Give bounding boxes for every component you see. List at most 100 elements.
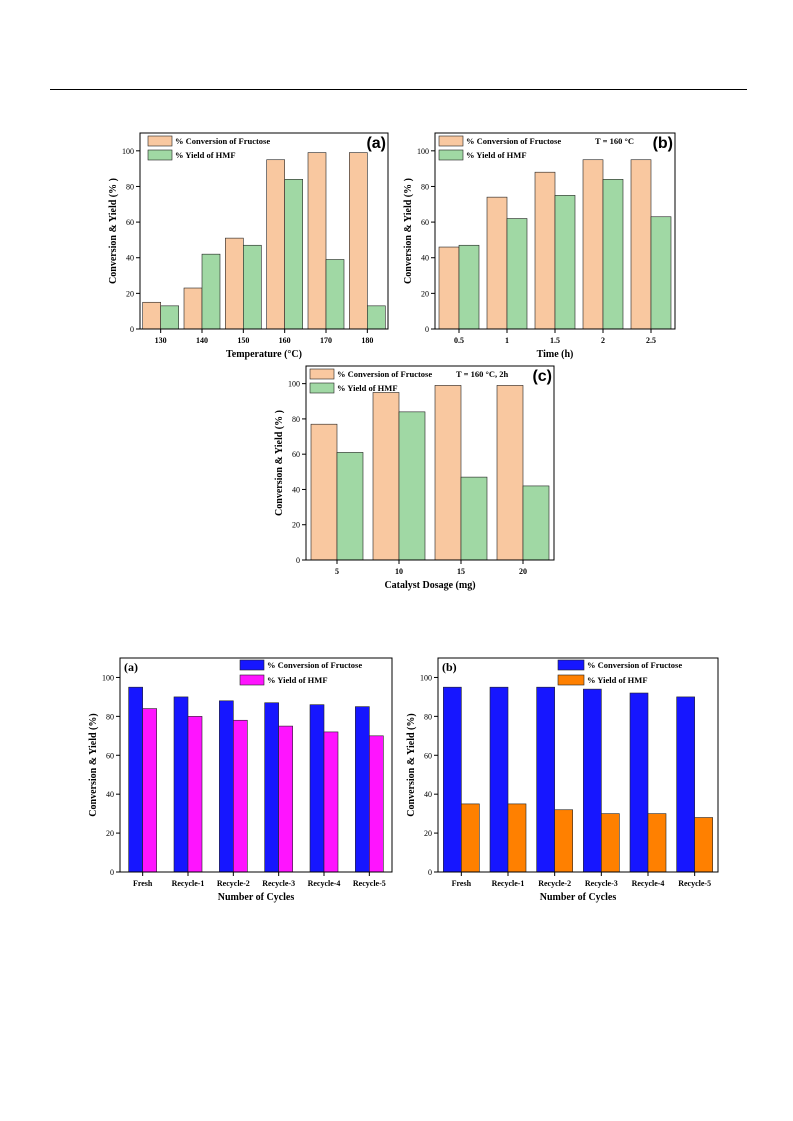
- temperature-category-label: 140: [196, 336, 208, 345]
- temperature-legend-swatch: [147, 149, 173, 161]
- bar-recycle-a-yield-Recycle-5: [369, 735, 384, 873]
- recycle-b-ytick-label: 60: [424, 751, 432, 760]
- dosage-ytick-label: 40: [292, 485, 300, 494]
- bar-recycle-b-yield-Recycle-4: [647, 813, 667, 873]
- bar-temperature-yield-140: [201, 253, 221, 330]
- bar-recycle-a-conversion-Recycle-3: [264, 702, 279, 873]
- time-ytick-label: 20: [421, 289, 429, 298]
- bar-recycle-a-conversion-Fresh: [128, 686, 143, 873]
- temperature-panel-label: (a): [366, 135, 386, 152]
- bar-temperature-conversion-140: [183, 287, 203, 330]
- bar-recycle-a-conversion-Recycle-5: [355, 706, 370, 873]
- recycle-b-legend-label: % Yield of HMF: [587, 675, 648, 685]
- catalyst-dosage-chart: 0 20 40 60 80 100 5 10 15 20 Catalyst Dosage (mg) C…: [274, 365, 555, 591]
- recycle-a-ytick-label: 40: [106, 790, 114, 799]
- dosage-category-label: 15: [457, 567, 465, 576]
- dosage-ytick-label: 80: [292, 415, 300, 424]
- recycle-a-category-label: Recycle-1: [172, 879, 205, 888]
- bar-recycle-a-conversion-Recycle-1: [173, 696, 189, 873]
- bar-temperature-yield-130: [160, 305, 179, 330]
- bar-dosage-conversion-15: [434, 385, 462, 561]
- bar-dosage-conversion-10: [372, 392, 400, 561]
- time-x-axis-title: Time (h): [537, 349, 574, 360]
- bar-recycle-a-conversion-Recycle-2: [219, 700, 234, 873]
- time-category-label: 1: [505, 336, 509, 345]
- temperature-ytick-label: 0: [130, 325, 134, 334]
- bar-time-conversion-2: [582, 159, 604, 330]
- bar-recycle-b-conversion-Recycle-3: [583, 688, 602, 873]
- recycle-b-category-label: Recycle-2: [538, 879, 571, 888]
- dosage-category-label: 5: [335, 567, 339, 576]
- time-chart: 0 20 40 60 80 100 0.5 1 1.5 2 2.5 Time (h) Conversio…: [403, 132, 676, 360]
- bar-recycle-a-yield-Recycle-2: [233, 719, 248, 873]
- bar-time-conversion-1: [486, 196, 508, 330]
- bar-time-yield-2.5: [650, 216, 672, 330]
- time-legend-swatch: [438, 135, 464, 147]
- dosage-legend-swatch: [309, 368, 335, 380]
- bar-recycle-b-yield-Recycle-5: [694, 817, 713, 873]
- bar-time-conversion-1.5: [534, 171, 556, 330]
- recycle-b-ytick-label: 80: [424, 712, 432, 721]
- recycle-a-panel-label: (a): [124, 660, 138, 674]
- recycle-a-chart: 0 20 40 60 80 100 Fresh Recycle-1 Recycle-2 Recyc…: [88, 657, 393, 903]
- bar-temperature-yield-150: [243, 244, 262, 330]
- bar-recycle-a-yield-Fresh: [142, 708, 157, 873]
- time-y-axis-title: Conversion & Yield (% ): [403, 178, 414, 284]
- bar-temperature-conversion-160: [266, 159, 285, 330]
- recycle-a-legend-label: % Conversion of Fructose: [267, 660, 362, 670]
- bar-dosage-yield-20: [522, 485, 550, 561]
- recycle-b-ytick-label: 100: [420, 673, 432, 682]
- bar-time-conversion-2.5: [630, 159, 652, 330]
- dosage-ytick-label: 0: [296, 556, 300, 565]
- recycle-b-category-label: Fresh: [452, 879, 472, 888]
- dosage-ytick-label: 100: [288, 380, 300, 389]
- recycle-b-category-label: Recycle-5: [678, 879, 711, 888]
- bar-recycle-a-yield-Recycle-1: [187, 716, 203, 873]
- bar-recycle-b-conversion-Recycle-2: [536, 686, 555, 873]
- recycle-a-category-label: Recycle-2: [217, 879, 250, 888]
- time-category-label: 1.5: [550, 336, 560, 345]
- bar-dosage-conversion-20: [496, 385, 524, 561]
- recycle-a-category-label: Recycle-3: [262, 879, 295, 888]
- temperature-category-label: 150: [237, 336, 249, 345]
- temperature-ytick-label: 60: [126, 218, 134, 227]
- recycle-b-panel-label: (b): [442, 660, 457, 674]
- time-ytick-label: 80: [421, 182, 429, 191]
- time-ytick-label: 100: [417, 147, 429, 156]
- bar-temperature-yield-160: [284, 179, 303, 330]
- bar-recycle-b-yield-Recycle-1: [507, 803, 527, 873]
- recycle-b-category-label: Recycle-3: [585, 879, 618, 888]
- bar-recycle-a-yield-Recycle-4: [323, 731, 339, 873]
- recycle-b-ytick-label: 40: [424, 790, 432, 799]
- bar-dosage-yield-15: [460, 476, 488, 561]
- bar-time-yield-0.5: [458, 244, 480, 330]
- bar-temperature-yield-170: [325, 259, 345, 330]
- dosage-x-axis-title: Catalyst Dosage (mg): [384, 580, 475, 591]
- recycle-b-category-label: Recycle-1: [492, 879, 525, 888]
- dosage-category-label: 10: [395, 567, 403, 576]
- time-category-label: 0.5: [454, 336, 464, 345]
- recycle-a-ytick-label: 20: [106, 829, 114, 838]
- time-ytick-label: 40: [421, 254, 429, 263]
- page-top-rule: [50, 89, 747, 90]
- bar-recycle-b-yield-Fresh: [461, 803, 480, 873]
- recycle-a-category-label: Fresh: [133, 879, 153, 888]
- bar-recycle-b-yield-Recycle-3: [601, 813, 620, 873]
- recycle-a-category-label: Recycle-5: [353, 879, 386, 888]
- time-legend-swatch: [438, 149, 464, 161]
- time-annotation: T = 160 °C: [595, 136, 634, 146]
- bar-dosage-yield-5: [336, 452, 364, 561]
- recycle-b-category-label: Recycle-4: [632, 879, 665, 888]
- time-category-label: 2: [601, 336, 605, 345]
- time-legend-label: % Conversion of Fructose: [466, 136, 561, 146]
- recycle-a-ytick-label: 60: [106, 751, 114, 760]
- recycle-a-x-axis-title: Number of Cycles: [218, 892, 295, 903]
- bar-temperature-conversion-150: [225, 237, 244, 330]
- temperature-legend-label: % Conversion of Fructose: [175, 136, 270, 146]
- temperature-legend-label: % Yield of HMF: [175, 150, 236, 160]
- bar-recycle-b-conversion-Recycle-1: [489, 686, 509, 873]
- time-category-label: 2.5: [646, 336, 656, 345]
- bar-time-yield-1.5: [554, 195, 576, 330]
- bar-dosage-yield-10: [398, 411, 426, 561]
- temperature-y-axis-title: Conversion & Yield (% ): [108, 178, 119, 284]
